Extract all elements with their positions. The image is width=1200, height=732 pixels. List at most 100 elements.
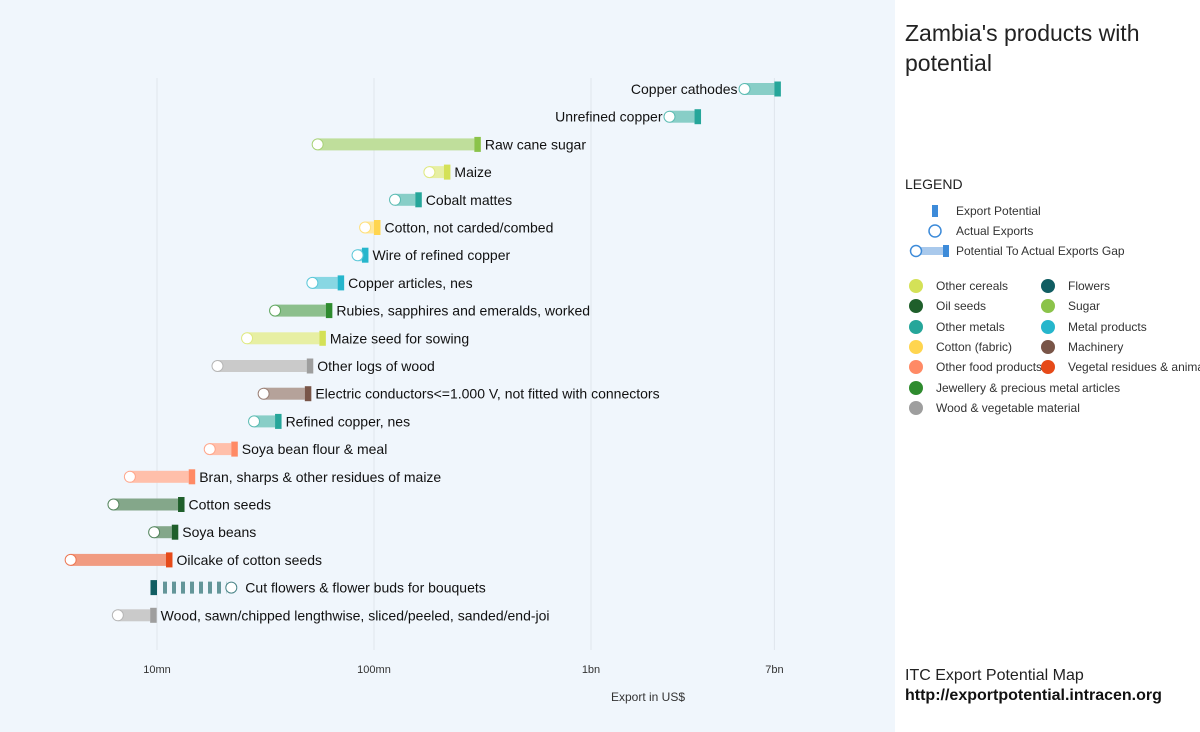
product-label: Soya bean flour & meal — [242, 441, 388, 457]
actual-marker — [225, 581, 238, 594]
side-panel: Zambia's products with potential LEGEND … — [895, 0, 1200, 732]
potential-marker-icon — [932, 205, 938, 217]
legend-item-label: Machinery — [1068, 339, 1124, 354]
legend-item-label: Cotton (fabric) — [936, 339, 1013, 354]
product-label: Electric conductors<=1.000 V, not fitted… — [315, 386, 659, 402]
legend-key-actual: Actual Exports — [905, 221, 1195, 241]
potential-marker — [319, 330, 326, 346]
x-tick-label: 1bn — [582, 664, 600, 676]
legend-item-label: Other metals — [936, 319, 1005, 334]
actual-marker — [248, 415, 261, 428]
x-axis-label: Export in US$ — [611, 690, 685, 704]
legend-swatch-icon — [1041, 279, 1055, 293]
potential-marker — [178, 497, 185, 512]
legend-item-label: Flowers — [1068, 279, 1111, 293]
legend-item-label: Vegetal residues & animal feed — [1068, 360, 1200, 375]
gap-bar — [247, 332, 320, 345]
legend-item-label: Metal products — [1068, 319, 1147, 334]
gap-bar — [209, 443, 232, 456]
actual-marker — [389, 193, 402, 206]
product-label: Bran, sharps & other residues of maize — [199, 469, 441, 485]
legend-key-actual-label: Actual Exports — [956, 224, 1034, 238]
actual-marker — [148, 526, 161, 539]
legend-key-potential: Export Potential — [905, 201, 1195, 221]
potential-marker — [165, 552, 173, 568]
product-label: Unrefined copper — [555, 109, 663, 125]
potential-marker — [171, 524, 179, 540]
legend-swatch-icon — [909, 380, 923, 395]
legend-item-label: Oil seeds — [936, 299, 987, 314]
legend-swatch-icon — [1041, 319, 1055, 334]
actual-marker — [311, 138, 324, 151]
actual-marker — [663, 110, 676, 123]
gap-bar — [117, 609, 151, 622]
gap-bar — [312, 276, 338, 289]
legend-swatch-icon — [1041, 339, 1055, 354]
x-tick-label: 100mn — [357, 664, 391, 676]
legend-key-gap: Potential To Actual Exports Gap — [905, 241, 1195, 261]
product-label: Refined copper, nes — [286, 413, 411, 429]
gap-bar — [744, 83, 775, 95]
actual-marker — [257, 387, 270, 400]
legend-swatch-icon — [909, 279, 923, 293]
actual-marker — [203, 443, 216, 456]
legend-item-label: Sugar — [1068, 299, 1101, 314]
product-label: Oilcake of cotton seeds — [176, 552, 322, 568]
gap-marker-icon — [909, 244, 949, 258]
potential-marker — [361, 247, 369, 263]
legend-item-label: Other food products — [936, 360, 1043, 375]
actual-marker — [111, 609, 124, 622]
product-label: Raw cane sugar — [485, 136, 587, 152]
product-label: Soya beans — [182, 524, 256, 540]
product-label: Maize seed for sowing — [330, 330, 469, 346]
legend-swatch-icon — [909, 400, 923, 415]
dumbbell-chart: 10mn 100mn 1bn 7bn Export in US$ Copper catho… — [64, 78, 784, 704]
legend-swatch-icon — [1041, 299, 1055, 314]
product-label: Rubies, sapphires and emeralds, worked — [336, 303, 590, 319]
legend-item-label: Wood & vegetable material — [936, 400, 1080, 415]
product-label: Maize — [454, 164, 492, 180]
product-label: Copper cathodes — [631, 81, 738, 97]
legend-swatch-icon — [909, 360, 923, 375]
legend-swatch-icon — [909, 319, 923, 334]
gap-bar — [275, 304, 326, 317]
actual-marker — [359, 221, 372, 234]
gap-bar — [113, 498, 179, 511]
product-label: Copper articles, nes — [348, 275, 473, 291]
potential-marker — [150, 607, 157, 623]
product-label: Other logs of wood — [317, 358, 435, 374]
actual-marker — [211, 360, 224, 372]
potential-marker — [275, 413, 282, 429]
source-url[interactable]: http://exportpotential.intracen.org — [905, 687, 1162, 704]
product-label: Cotton, not carded/combed — [385, 220, 554, 236]
legend-item-label: Jewellery & precious metal articles — [936, 380, 1121, 395]
x-tick-label: 10mn — [143, 664, 171, 676]
gap-bar — [129, 470, 189, 483]
actual-marker — [423, 166, 436, 179]
actual-marker — [738, 83, 751, 95]
potential-marker — [415, 192, 422, 208]
legend-swatch-icon — [1041, 360, 1055, 375]
actual-marker — [107, 498, 120, 511]
potential-marker — [337, 275, 345, 291]
potential-marker — [304, 386, 312, 402]
gap-bar — [254, 415, 276, 428]
panel-title: Zambia's products with potential — [905, 20, 1140, 76]
legend-heading: LEGEND — [905, 176, 963, 192]
product-label: Cotton seeds — [189, 497, 272, 513]
x-tick-label: 7bn — [765, 664, 783, 676]
gap-bar — [317, 138, 475, 151]
potential-marker — [150, 580, 157, 596]
product-label: Cut flowers & flower buds for bouquets — [245, 580, 485, 596]
actual-marker-icon — [928, 224, 942, 238]
legend-key-potential-label: Export Potential — [956, 204, 1041, 218]
potential-marker — [374, 220, 381, 235]
source-title: ITC Export Potential Map — [905, 667, 1084, 684]
product-label: Wire of refined copper — [372, 247, 510, 263]
potential-marker — [774, 81, 781, 97]
actual-marker — [351, 249, 364, 262]
actual-marker — [241, 332, 254, 345]
legend-item-label: Other cereals — [936, 279, 1009, 293]
plot-area: 10mn 100mn 1bn 7bn Export in US$ Copper catho… — [0, 0, 895, 732]
potential-marker — [188, 469, 196, 485]
